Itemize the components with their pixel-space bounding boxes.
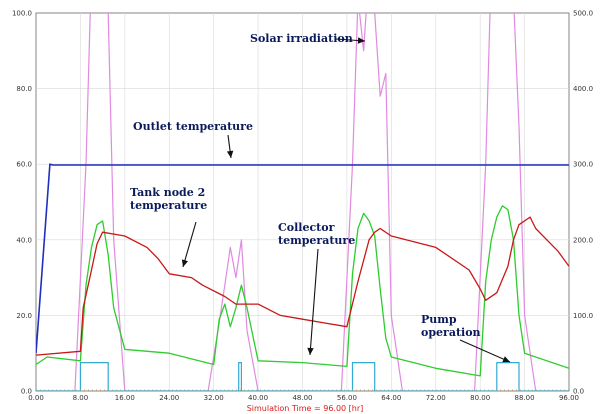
grid [36, 13, 569, 391]
y-right-tick-label: 200.0 [573, 236, 593, 244]
y-left-tick-label: 0.0 [21, 388, 32, 396]
annotation-tank: Tank node 2 [130, 186, 205, 199]
y-right-tick-label: 100.0 [573, 312, 593, 320]
annotation-collector: Collector [278, 221, 335, 234]
y-right-tick-label: 0.0 [573, 388, 584, 396]
annotation-arrowhead-collector [307, 347, 314, 355]
series-line-tank [36, 216, 569, 356]
y-left-tick-label: 100.0 [12, 10, 32, 18]
annotation-arrowhead-pump [502, 356, 510, 363]
x-tick-label: 8.00 [73, 394, 89, 402]
annotation-solar: Solar irradiation [250, 32, 353, 45]
y-right-tick-label: 400.0 [573, 85, 593, 93]
series-line-collector [36, 205, 569, 377]
x-tick-label: 80.00 [470, 394, 490, 402]
annotation-tank: temperature [130, 199, 207, 212]
axes: 0.00 8.00 16.00 24.00 32.00 40.00 48.00 56.00 64… [12, 10, 593, 403]
x-axis-title: Simulation Time = 96.00 [hr] [247, 404, 364, 413]
annotation-arrowhead-outlet [226, 150, 234, 158]
annotation-arrow-tank [182, 221, 197, 268]
y-left-tick-label: 60.0 [16, 161, 32, 169]
x-tick-label: 88.00 [515, 394, 535, 402]
annotation-arrowhead-tank [181, 259, 188, 267]
annotation-pump: Pump [421, 313, 457, 326]
y-right-tick-label: 500.0 [573, 10, 593, 18]
y-left-tick-label: 20.0 [16, 312, 32, 320]
annotation-collector: temperature [278, 234, 355, 247]
x-tick-label: 32.00 [204, 394, 224, 402]
y-right-tick-label: 300.0 [573, 161, 593, 169]
annotation-arrow-collector [309, 248, 319, 356]
x-tick-label: 56.00 [337, 394, 357, 402]
annotation-arrowhead-solar [357, 37, 365, 44]
x-tick-label: 0.00 [28, 394, 44, 402]
annotation-arrow-pump [459, 339, 511, 363]
annotation-outlet: Outlet temperature [133, 120, 253, 133]
annotation-pump: operation [421, 326, 481, 339]
x-tick-label: 48.00 [292, 394, 312, 402]
x-tick-label: 16.00 [115, 394, 135, 402]
x-tick-label: 72.00 [426, 394, 446, 402]
series-line-solar [36, 13, 569, 391]
series-line-outlet [36, 163, 569, 354]
series-group [36, 13, 569, 391]
y-left-tick-label: 80.0 [16, 85, 32, 93]
y-left-tick-label: 40.0 [16, 236, 32, 244]
x-tick-label: 64.00 [381, 394, 401, 402]
x-tick-label: 40.00 [248, 394, 268, 402]
series-line-pump [36, 362, 569, 391]
x-tick-label: 96.00 [559, 394, 579, 402]
annotations: Solar irradiation Outlet temperature Tank … [130, 32, 511, 363]
x-tick-label: 24.00 [159, 394, 179, 402]
